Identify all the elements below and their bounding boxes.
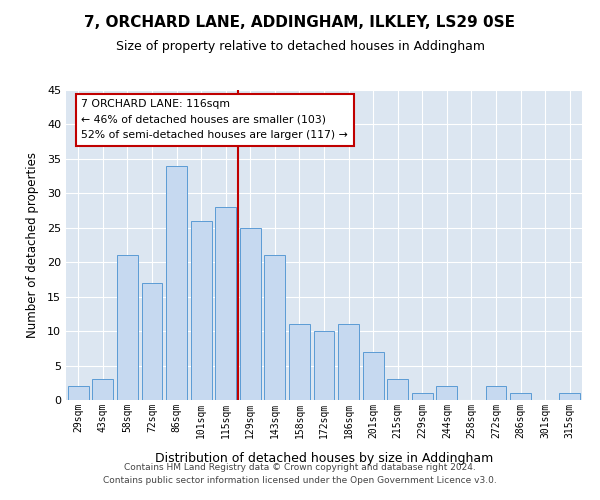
Text: 7, ORCHARD LANE, ADDINGHAM, ILKLEY, LS29 0SE: 7, ORCHARD LANE, ADDINGHAM, ILKLEY, LS29… — [85, 15, 515, 30]
X-axis label: Distribution of detached houses by size in Addingham: Distribution of detached houses by size … — [155, 452, 493, 465]
Bar — [362, 352, 383, 400]
Bar — [412, 393, 433, 400]
Bar — [240, 228, 261, 400]
Bar — [485, 386, 506, 400]
Bar — [191, 221, 212, 400]
Bar — [314, 331, 334, 400]
Bar — [117, 256, 138, 400]
Bar — [166, 166, 187, 400]
Bar — [510, 393, 531, 400]
Bar — [559, 393, 580, 400]
Bar — [289, 324, 310, 400]
Text: Contains HM Land Registry data © Crown copyright and database right 2024.
Contai: Contains HM Land Registry data © Crown c… — [103, 464, 497, 485]
Bar — [142, 283, 163, 400]
Y-axis label: Number of detached properties: Number of detached properties — [26, 152, 38, 338]
Bar — [68, 386, 89, 400]
Bar — [215, 207, 236, 400]
Bar — [92, 380, 113, 400]
Bar — [387, 380, 408, 400]
Bar — [436, 386, 457, 400]
Text: Size of property relative to detached houses in Addingham: Size of property relative to detached ho… — [115, 40, 485, 53]
Bar — [338, 324, 359, 400]
Bar — [265, 256, 286, 400]
Text: 7 ORCHARD LANE: 116sqm
← 46% of detached houses are smaller (103)
52% of semi-de: 7 ORCHARD LANE: 116sqm ← 46% of detached… — [82, 100, 348, 140]
